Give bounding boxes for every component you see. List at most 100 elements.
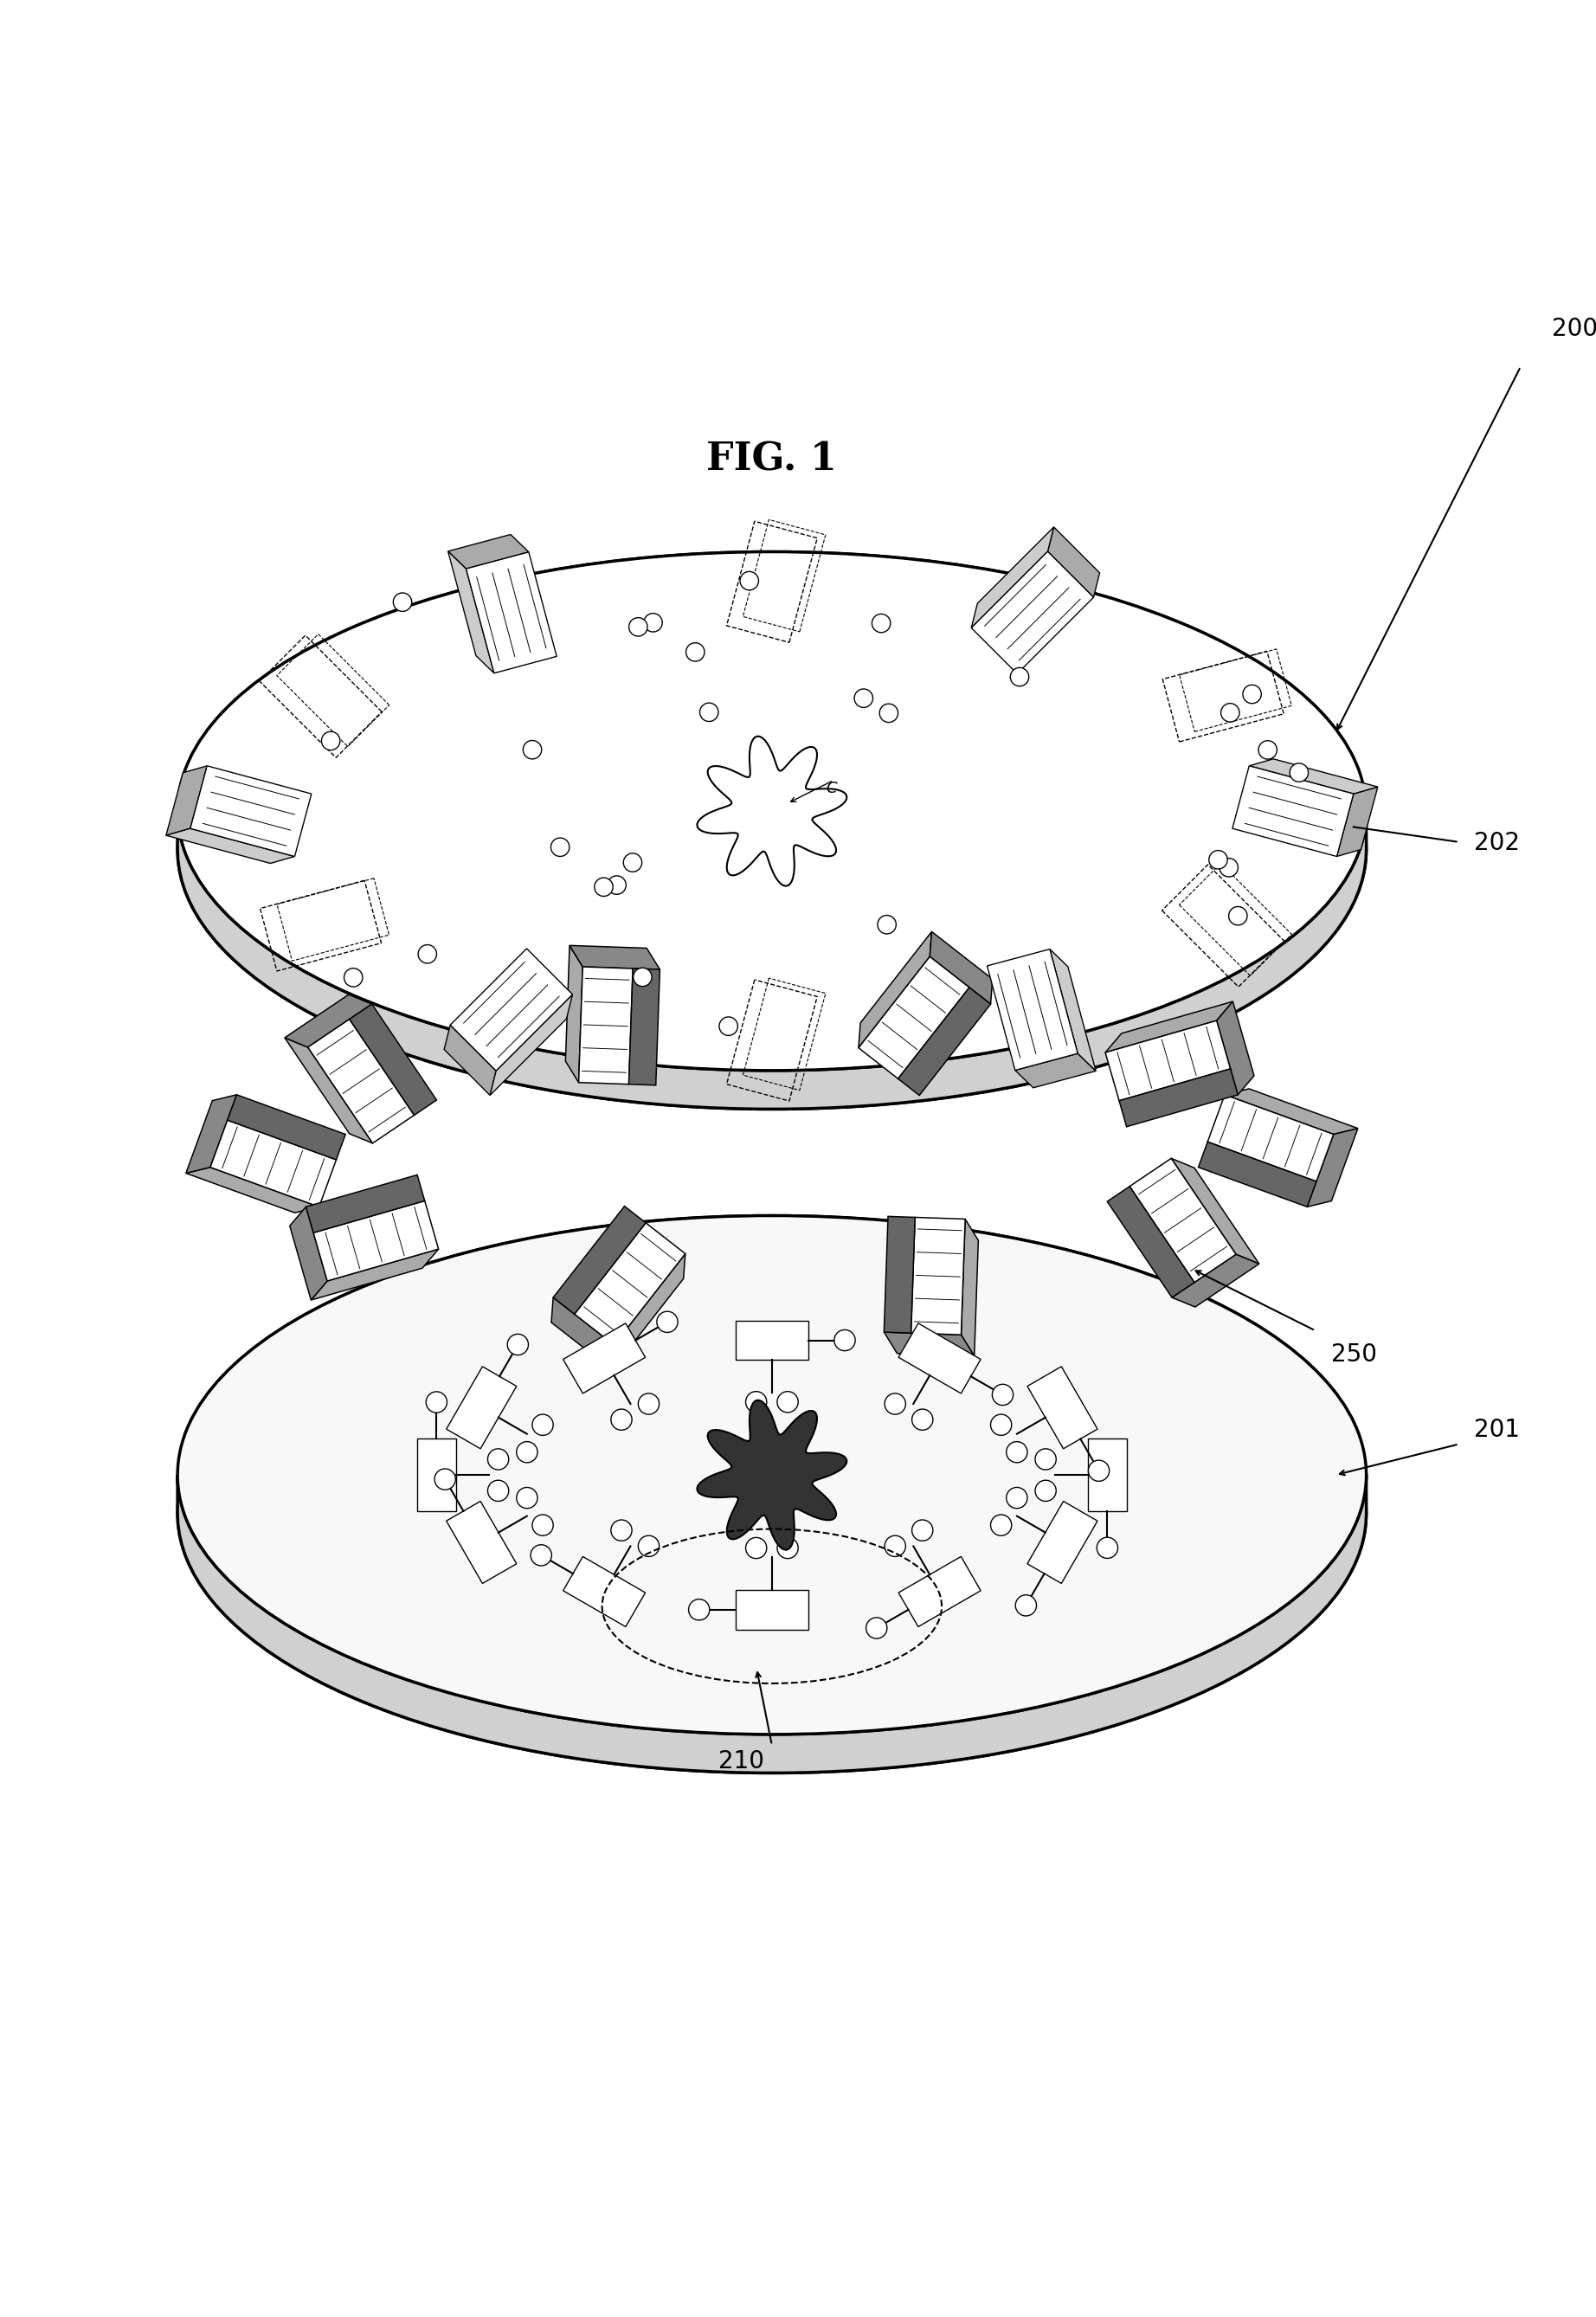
Circle shape (488, 1448, 509, 1469)
Polygon shape (1250, 760, 1377, 795)
Polygon shape (1130, 1158, 1235, 1281)
Polygon shape (1106, 1001, 1232, 1052)
Circle shape (854, 688, 873, 707)
Polygon shape (1307, 1128, 1358, 1207)
Ellipse shape (177, 591, 1366, 1110)
Circle shape (1007, 1488, 1028, 1508)
Circle shape (624, 853, 642, 871)
Circle shape (835, 1330, 855, 1351)
Polygon shape (736, 1321, 808, 1360)
Text: 200: 200 (1551, 317, 1596, 341)
Circle shape (911, 1520, 934, 1541)
Circle shape (777, 1538, 798, 1559)
Polygon shape (1015, 1054, 1096, 1087)
Polygon shape (563, 1323, 645, 1393)
Polygon shape (1224, 1089, 1358, 1135)
Polygon shape (447, 1501, 517, 1583)
Circle shape (991, 1515, 1012, 1536)
Circle shape (508, 1335, 528, 1355)
Polygon shape (1119, 1068, 1238, 1126)
Circle shape (517, 1488, 538, 1508)
Circle shape (434, 1469, 455, 1490)
Ellipse shape (177, 551, 1366, 1070)
Circle shape (594, 878, 613, 897)
Circle shape (688, 1599, 710, 1620)
Polygon shape (211, 1119, 337, 1207)
Polygon shape (1047, 526, 1100, 598)
Polygon shape (1106, 1019, 1231, 1101)
Polygon shape (554, 1207, 646, 1314)
Polygon shape (306, 1175, 425, 1233)
Circle shape (991, 1413, 1012, 1434)
Polygon shape (697, 1399, 847, 1550)
Polygon shape (899, 1323, 980, 1393)
Polygon shape (884, 1332, 974, 1355)
Circle shape (1229, 906, 1246, 924)
Polygon shape (1108, 1186, 1194, 1298)
Polygon shape (490, 994, 573, 1096)
Circle shape (418, 945, 437, 964)
Circle shape (517, 1441, 538, 1462)
Polygon shape (187, 1168, 319, 1212)
Circle shape (741, 572, 758, 591)
Polygon shape (859, 931, 932, 1047)
Text: C: C (827, 781, 836, 797)
Circle shape (1258, 741, 1277, 760)
Polygon shape (972, 526, 1053, 628)
Circle shape (608, 876, 626, 894)
Circle shape (1010, 667, 1029, 686)
Polygon shape (311, 1249, 439, 1300)
Polygon shape (911, 1216, 966, 1335)
Polygon shape (177, 1476, 1366, 1773)
Polygon shape (166, 829, 295, 864)
Circle shape (321, 732, 340, 751)
Circle shape (426, 1393, 447, 1413)
Polygon shape (1028, 1501, 1098, 1583)
Text: 201: 201 (1475, 1418, 1521, 1441)
Polygon shape (448, 535, 528, 568)
Circle shape (393, 593, 412, 612)
Circle shape (531, 1413, 554, 1434)
Polygon shape (972, 551, 1093, 674)
Circle shape (551, 839, 570, 857)
Ellipse shape (177, 1253, 1366, 1773)
Circle shape (638, 1536, 659, 1557)
Circle shape (1015, 1594, 1036, 1615)
Polygon shape (1208, 1094, 1334, 1182)
Polygon shape (185, 551, 1358, 809)
Circle shape (345, 969, 362, 987)
Circle shape (686, 642, 704, 660)
Polygon shape (570, 945, 659, 969)
Circle shape (531, 1515, 554, 1536)
Polygon shape (444, 1024, 496, 1096)
Circle shape (745, 1393, 766, 1413)
Polygon shape (1028, 1367, 1098, 1448)
Polygon shape (450, 948, 573, 1070)
Polygon shape (284, 994, 372, 1047)
Circle shape (629, 619, 648, 637)
Polygon shape (466, 551, 557, 674)
Polygon shape (961, 1219, 978, 1355)
Polygon shape (308, 1019, 415, 1142)
Polygon shape (1171, 1158, 1259, 1263)
Text: 250: 250 (1331, 1342, 1377, 1367)
Circle shape (879, 704, 899, 723)
Circle shape (1036, 1448, 1057, 1469)
Polygon shape (177, 811, 1366, 1110)
Circle shape (530, 1545, 552, 1566)
Polygon shape (166, 767, 207, 836)
Polygon shape (187, 1094, 236, 1172)
Polygon shape (1216, 1001, 1254, 1096)
Polygon shape (1087, 1439, 1127, 1511)
Circle shape (720, 1017, 737, 1036)
Ellipse shape (177, 1216, 1366, 1735)
Circle shape (634, 969, 651, 987)
Circle shape (638, 1393, 659, 1413)
Circle shape (1096, 1536, 1117, 1559)
Circle shape (1007, 1441, 1028, 1462)
Circle shape (1221, 704, 1240, 723)
Polygon shape (579, 966, 634, 1084)
Polygon shape (859, 957, 969, 1080)
Circle shape (1219, 857, 1238, 876)
Circle shape (867, 1617, 887, 1638)
